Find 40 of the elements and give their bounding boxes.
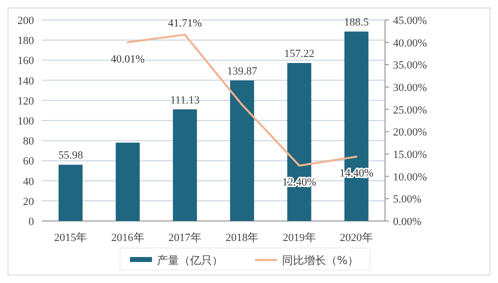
x-tick-label: 2015年 [54, 232, 88, 244]
y2-tick-label: 10.00% [393, 171, 427, 184]
bar [116, 142, 140, 221]
data-label: 55.98 [58, 150, 84, 162]
bar [230, 80, 254, 221]
y-tick-label: 160 [18, 55, 34, 68]
y2-tick-label: 15.00% [393, 149, 427, 161]
x-tick-label: 2016年 [111, 232, 144, 244]
y-tick-label: 100 [18, 116, 34, 128]
data-label: 40.01% [110, 53, 145, 66]
y2-tick-label: 25.00% [393, 104, 427, 116]
y2-tick-label: 20.00% [393, 126, 427, 139]
x-tick-label: 2017年 [168, 232, 202, 244]
y2-tick-label: 30.00% [393, 82, 427, 94]
y2-tick-label: 0.00% [393, 216, 422, 228]
x-tick-label: 2018年 [226, 232, 259, 244]
x-tick-label: 2019年 [282, 232, 316, 244]
legend-label: 同比增长（%） [282, 254, 358, 267]
y2-tick-label: 40.00% [393, 37, 427, 50]
y-tick-label: 200 [18, 15, 34, 27]
y-tick-label: 20 [23, 196, 34, 208]
y2-tick-label: 35.00% [393, 60, 427, 72]
y-tick-label: 40 [23, 176, 34, 188]
y2-tick-label: 5.00% [393, 194, 422, 206]
bar [172, 109, 197, 221]
y2-tick-label: 45.00% [393, 15, 427, 27]
data-label: 188.5 [344, 16, 370, 29]
y-tick-label: 80 [23, 136, 34, 148]
data-label: 139.87 [226, 65, 258, 78]
y-tick-label: 180 [18, 35, 34, 48]
x-tick-label: 2020年 [340, 232, 373, 244]
y-tick-label: 60 [23, 156, 34, 168]
y-tick-label: 140 [18, 75, 34, 88]
bar [58, 164, 83, 221]
data-label: 111.13 [170, 94, 200, 106]
legend-label: 产量（亿只） [157, 254, 223, 267]
y-tick-label: 120 [18, 95, 34, 108]
data-label: 41.71% [168, 18, 202, 30]
data-label: 157.22 [284, 48, 314, 60]
y-tick-label: 0 [28, 216, 34, 228]
